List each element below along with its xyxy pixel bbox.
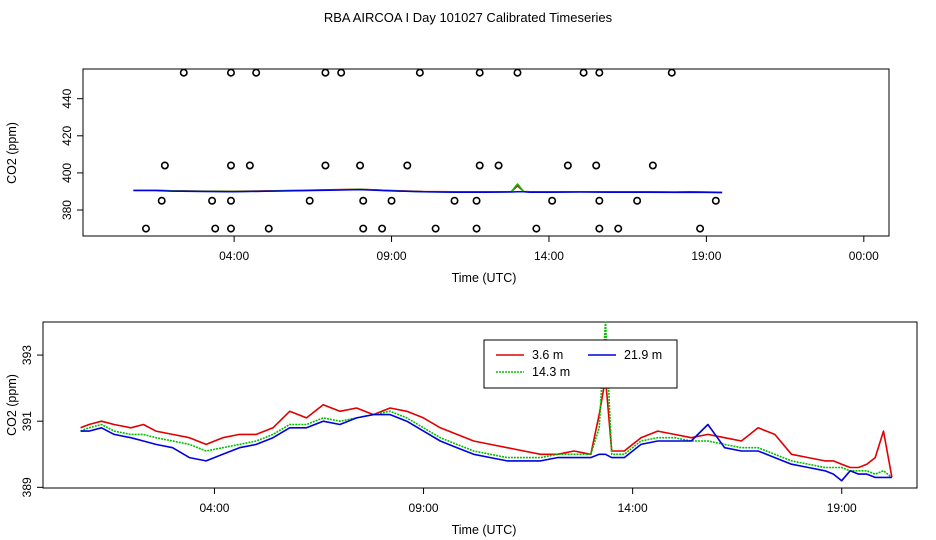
- outlier-point: [415, 68, 424, 77]
- top-plot-frame: [82, 68, 890, 237]
- y-tick-label-420: 420: [60, 125, 74, 145]
- top-x-axis: 04:00 09:00 14:00 19:00 00:00: [219, 236, 879, 263]
- x-tick-label-09-00: 09:00: [377, 249, 407, 263]
- outlier-point: [157, 196, 166, 205]
- outlier-point: [513, 68, 522, 77]
- outlier-point: [356, 161, 365, 170]
- y-tick-label-393: 393: [20, 345, 34, 365]
- top-x-axis-label: Time (UTC): [452, 271, 517, 285]
- x-tick-label-14-00: 14:00: [618, 501, 648, 515]
- outlier-point: [264, 224, 273, 233]
- outlier-point: [614, 224, 623, 233]
- top-y-axis: 380 400 420 440: [60, 88, 83, 220]
- series-line-14.3-m: [80, 321, 893, 479]
- outlier-point: [226, 224, 235, 233]
- outlier-point: [141, 224, 150, 233]
- y-tick-label-391: 391: [20, 411, 34, 431]
- x-tick-label-19-00: 19:00: [691, 249, 721, 263]
- outlier-point: [450, 196, 459, 205]
- figure-title: RBA AIRCOA I Day 101027 Calibrated Times…: [324, 10, 613, 25]
- bottom-y-axis: 389 391 393: [20, 345, 43, 497]
- outlier-point: [245, 161, 254, 170]
- bottom-series-lines: [80, 321, 893, 482]
- x-tick-label-19-00: 19:00: [827, 501, 857, 515]
- outlier-point: [595, 68, 604, 77]
- outlier-point: [472, 196, 481, 205]
- top-series-lines: [133, 183, 723, 194]
- x-tick-label-00-00: 00:00: [849, 249, 879, 263]
- outlier-point: [475, 68, 484, 77]
- outlier-point: [711, 196, 720, 205]
- outlier-point: [592, 161, 601, 170]
- outlier-point: [305, 196, 314, 205]
- y-tick-label-380: 380: [60, 200, 74, 220]
- x-tick-label-04-00: 04:00: [219, 249, 249, 263]
- outlier-point: [208, 196, 217, 205]
- outlier-point: [532, 224, 541, 233]
- outlier-point: [548, 196, 557, 205]
- outlier-point: [226, 161, 235, 170]
- outlier-point: [431, 224, 440, 233]
- outlier-point: [667, 68, 676, 77]
- outlier-point: [579, 68, 588, 77]
- bottom-x-axis: 04:00 09:00 14:00 19:00: [199, 488, 857, 515]
- outlier-point: [475, 161, 484, 170]
- outlier-point: [387, 196, 396, 205]
- y-tick-label-400: 400: [60, 163, 74, 183]
- bottom-y-axis-label: CO2 (ppm): [5, 374, 19, 436]
- outlier-point: [595, 196, 604, 205]
- outlier-point: [648, 161, 657, 170]
- x-tick-label-14-00: 14:00: [534, 249, 564, 263]
- outlier-point: [359, 224, 368, 233]
- legend-label-21.9m: 21.9 m: [624, 348, 662, 362]
- outlier-point: [211, 224, 220, 233]
- y-tick-label-440: 440: [60, 88, 74, 108]
- outlier-point: [321, 68, 330, 77]
- outlier-point: [378, 224, 387, 233]
- outlier-point: [595, 224, 604, 233]
- legend: 3.6 m 14.3 m 21.9 m: [483, 339, 678, 389]
- bottom-x-axis-label: Time (UTC): [452, 523, 517, 537]
- outlier-point: [226, 68, 235, 77]
- top-y-axis-label: CO2 (ppm): [5, 122, 19, 184]
- x-tick-label-09-00: 09:00: [409, 501, 439, 515]
- outlier-point: [321, 161, 330, 170]
- outlier-point: [179, 68, 188, 77]
- series-line-3.6-m: [80, 377, 893, 478]
- outlier-point: [337, 68, 346, 77]
- outlier-point: [494, 161, 503, 170]
- bottom-plot-frame: [42, 321, 918, 489]
- outlier-point: [359, 196, 368, 205]
- outlier-point: [472, 224, 481, 233]
- x-tick-label-04-00: 04:00: [199, 501, 229, 515]
- legend-label-14.3m: 14.3 m: [532, 365, 570, 379]
- legend-label-3.6m: 3.6 m: [532, 348, 563, 362]
- outlier-point: [696, 224, 705, 233]
- top-panel: 04:00 09:00 14:00 19:00 00:00 380 400 420 440 T…: [5, 68, 890, 285]
- outlier-point: [252, 68, 261, 77]
- legend-box: [483, 339, 678, 389]
- outlier-point: [160, 161, 169, 170]
- top-outlier-points: [141, 68, 720, 233]
- outlier-point: [226, 196, 235, 205]
- series-line-21.9-m: [80, 413, 892, 482]
- bottom-panel: 04:00 09:00 14:00 19:00 389 391 393 Time (UTC…: [5, 321, 918, 537]
- outlier-point: [403, 161, 412, 170]
- series-line-21.9-m: [133, 188, 723, 194]
- y-tick-label-389: 389: [20, 477, 34, 497]
- outlier-point: [633, 196, 642, 205]
- outlier-point: [563, 161, 572, 170]
